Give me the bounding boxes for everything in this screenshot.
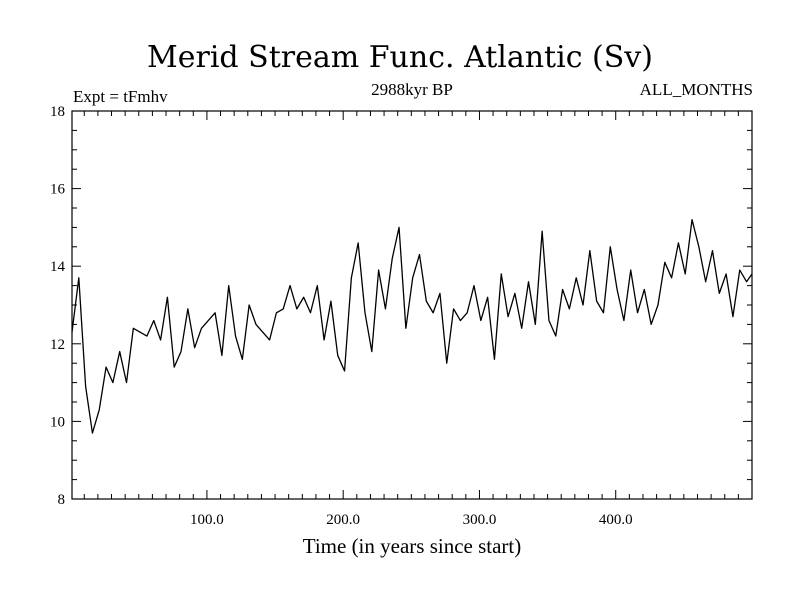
months-label: ALL_MONTHS <box>640 80 753 99</box>
x-axis-label: Time (in years since start) <box>303 534 522 558</box>
x-tick-label: 300.0 <box>463 512 497 528</box>
y-tick-label: 16 <box>50 182 66 198</box>
y-tick-label: 18 <box>50 104 65 120</box>
period-label: 2988kyr BP <box>371 80 453 99</box>
y-tick-label: 8 <box>58 492 66 508</box>
series-line <box>71 218 753 434</box>
y-tick-label: 14 <box>50 259 66 275</box>
x-tick-label: 100.0 <box>190 512 224 528</box>
plot-area: 100.0 200.0 300.0 400.0 8 10 12 14 16 18 <box>50 104 753 528</box>
y-tick-label: 12 <box>50 337 65 353</box>
experiment-label: Expt = tFmhv <box>73 87 168 106</box>
plot-frame <box>71 110 753 500</box>
chart-title: Merid Stream Func. Atlantic (Sv) <box>147 40 653 75</box>
x-tick-label: 400.0 <box>599 512 633 528</box>
y-tick-label: 10 <box>50 414 65 430</box>
x-tick-label: 200.0 <box>326 512 360 528</box>
